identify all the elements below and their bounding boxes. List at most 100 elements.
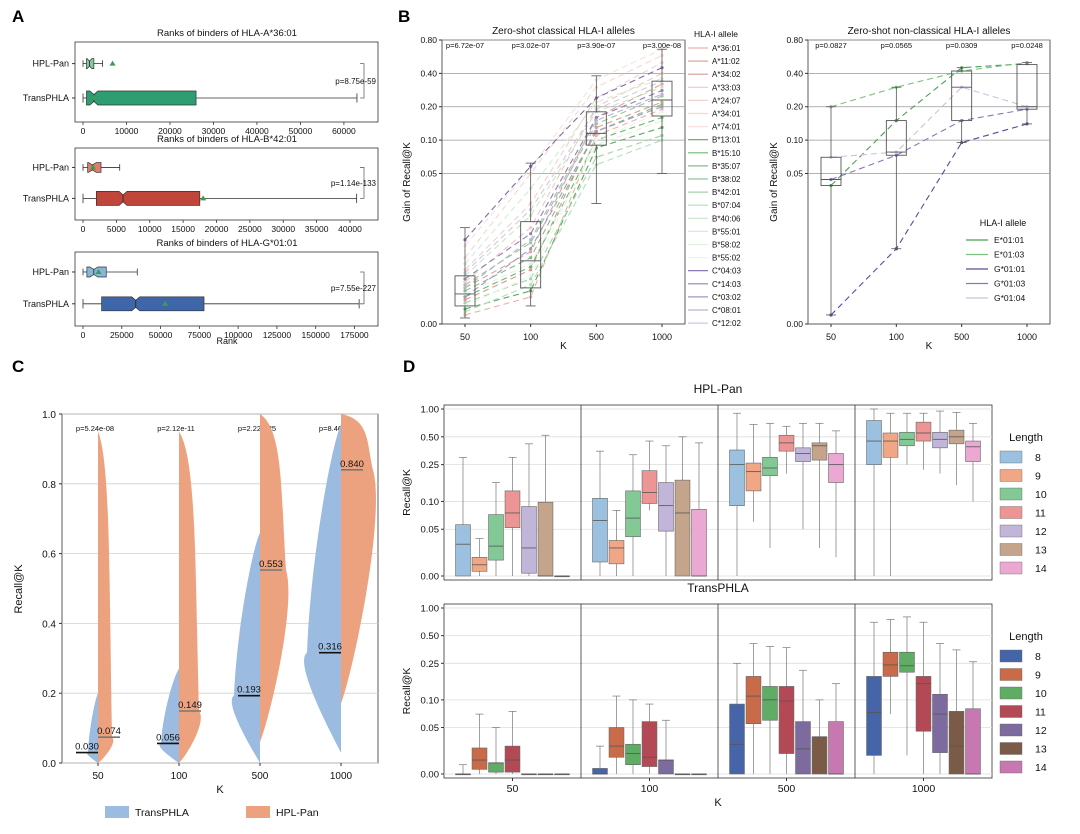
p-value: p=3.90e-07	[577, 41, 615, 50]
x-tick-label: 30000	[202, 126, 226, 136]
series-point	[463, 298, 467, 302]
panel-d: HPL-Pan 0.00 0.05 0.10 0.25 0.50 1.00 Recall@K L…	[401, 382, 1047, 809]
x-axis-label: K	[714, 797, 722, 809]
series-line	[830, 86, 1028, 158]
iqr-box	[488, 762, 504, 773]
panel-letter-b: B	[398, 7, 410, 26]
y-axis-label: Gain of Recall@K	[769, 142, 780, 222]
iqr-box	[866, 676, 882, 756]
legend-label: B*38:02	[712, 175, 741, 184]
x-tick-label: 25000	[110, 330, 134, 340]
legend-label: 8	[1035, 452, 1041, 464]
series-point	[660, 105, 664, 109]
x-axis-label: K	[926, 341, 933, 352]
legend-label: G*01:04	[994, 293, 1025, 303]
panel-b: Zero-shot classical HLA-I alleles 0.00 0.0…	[402, 26, 1051, 352]
x-tick-label: 0	[81, 126, 86, 136]
x-tick-label: 100000	[224, 330, 253, 340]
row-label: HPL-Pan	[32, 59, 69, 69]
legend-swatch	[999, 668, 1023, 681]
y-tick-label: 0.4	[42, 619, 56, 630]
series-line	[464, 62, 663, 271]
x-tick-label: 30000	[271, 224, 295, 234]
y-tick-label: 1.00	[421, 405, 440, 416]
p-value: p=0.0827	[815, 41, 847, 50]
panel-letter-d: D	[403, 357, 415, 376]
legend-label: 11	[1035, 508, 1046, 520]
iqr-box	[811, 442, 828, 461]
iqr-box	[658, 482, 674, 532]
p-value: p=0.0565	[881, 41, 913, 50]
iqr-box	[504, 490, 521, 528]
iqr-box	[820, 156, 842, 186]
iqr-box	[899, 651, 915, 673]
legend-title: Length	[1009, 432, 1043, 444]
series-line	[464, 48, 663, 247]
x-axis-label: K	[216, 784, 224, 796]
y-tick-label: 0.8	[42, 480, 56, 491]
mean-marker	[200, 195, 207, 201]
y-tick-label: 0.20	[786, 102, 803, 112]
y-tick-label: 0.40	[420, 68, 437, 78]
series-line	[464, 120, 663, 295]
mean-marker	[109, 60, 116, 66]
mean-label-hpl-pan: 0.553	[259, 559, 283, 570]
legend-label: 14	[1035, 563, 1047, 575]
iqr-box	[86, 58, 95, 69]
series-line	[464, 86, 663, 277]
x-tick-label: 100	[641, 783, 659, 795]
legend-label: B*15:10	[712, 149, 741, 158]
p-value: p=2.22e-25	[238, 424, 276, 433]
legend-label: A*34:01	[712, 110, 741, 119]
iqr-box	[691, 509, 707, 577]
iqr-box	[521, 506, 537, 574]
iqr-box	[625, 490, 641, 538]
iqr-box	[101, 296, 205, 312]
iqr-box	[965, 708, 981, 775]
p-value: p=1.14e-133	[331, 179, 377, 188]
iqr-box	[762, 686, 778, 721]
series-point	[529, 250, 533, 254]
y-tick-label: 0.50	[421, 631, 440, 642]
p-value: p=3.00e-08	[643, 41, 681, 50]
row-label: TransPHLA	[23, 93, 69, 103]
legend-length: Length 8 9 10 11 12 13 14	[999, 432, 1047, 575]
legend-label: 14	[1035, 762, 1047, 774]
iqr-box	[951, 70, 973, 122]
iqr-box	[608, 540, 625, 565]
iqr-box	[455, 524, 471, 577]
length-box-chart-trans: TransPHLA 0.00 0.05 0.10 0.25 0.50 1.00 Recall@…	[401, 581, 1047, 781]
iqr-box	[504, 745, 521, 773]
y-tick-label: 0.50	[421, 432, 440, 443]
x-tick-label: 50	[507, 783, 519, 795]
series-line	[464, 83, 663, 289]
legend-label: C*08:01	[712, 306, 741, 315]
iqr-box	[762, 457, 778, 476]
y-tick-label: 0.80	[420, 35, 437, 45]
mean-label-hpl-pan: 0.840	[340, 459, 364, 470]
y-tick-label: 0.10	[421, 497, 440, 508]
series-line	[464, 134, 663, 304]
mean-label-transphla: 0.030	[75, 742, 99, 753]
iqr-box	[537, 501, 554, 577]
p-value: p=2.12e-11	[157, 424, 195, 433]
y-tick-label: 0.00	[786, 319, 803, 329]
violin-transphla	[159, 668, 179, 763]
x-axis-label: Rank	[216, 336, 238, 346]
y-tick-label: 0.05	[786, 168, 803, 178]
iqr-box	[948, 711, 965, 775]
legend-label: 13	[1035, 545, 1047, 557]
legend-label: E*01:01	[994, 235, 1025, 245]
rank-subplot-2: Ranks of binders of HLA-B*42:01 0 5000 1000…	[23, 134, 379, 234]
panel-letter-a: A	[12, 7, 24, 26]
legend-label: 12	[1035, 725, 1047, 737]
series-point	[594, 118, 598, 123]
violin-transphla	[231, 532, 260, 763]
legend-swatch	[999, 450, 1023, 464]
row-label: TransPHLA	[23, 193, 69, 203]
series-point	[660, 102, 664, 106]
iqr-box	[795, 721, 811, 775]
x-tick-label: 5000	[107, 224, 126, 234]
x-tick-label: 500	[778, 783, 796, 795]
legend-length: Length 8 9 10 11 12 13 14	[999, 631, 1047, 774]
